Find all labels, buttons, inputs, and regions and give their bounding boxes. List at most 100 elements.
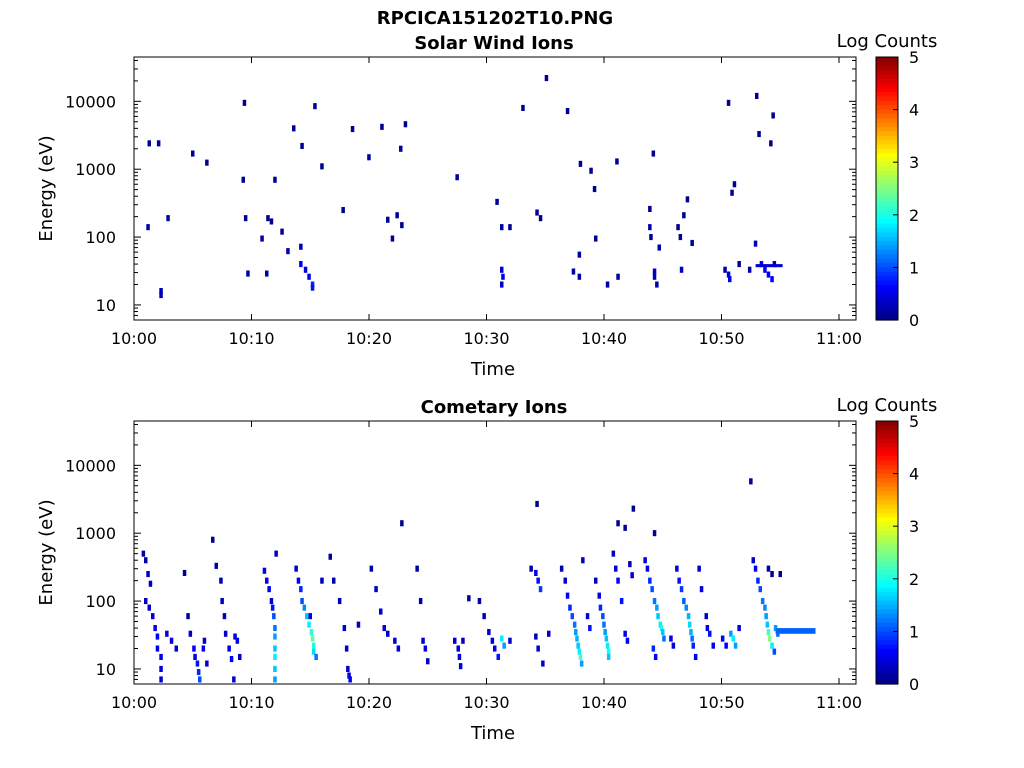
colorbar-tick-label: 0 <box>909 311 919 330</box>
data-cell <box>490 637 495 644</box>
colorbar-segment <box>876 530 898 536</box>
data-cell <box>233 633 237 640</box>
data-cell <box>730 189 734 196</box>
data-cell <box>682 212 686 219</box>
data-cell <box>273 645 277 652</box>
data-cell <box>625 637 630 644</box>
data-cell <box>232 676 236 683</box>
data-cell <box>273 176 277 183</box>
data-cell <box>770 571 774 578</box>
colorbar-tick-label: 3 <box>909 517 919 536</box>
colorbar-segment <box>876 184 898 190</box>
data-cell <box>396 645 401 652</box>
x-axis-label: Time <box>470 723 515 744</box>
colorbar-segment <box>876 267 898 273</box>
data-cell <box>159 676 163 683</box>
data-cell <box>455 174 459 181</box>
data-cell <box>749 478 753 485</box>
data-cell <box>155 645 160 652</box>
data-cell <box>159 288 163 295</box>
data-cell <box>307 273 311 280</box>
colorbar-segment <box>876 263 898 268</box>
colorbar-segment <box>876 140 898 146</box>
colorbar-segment <box>876 157 898 163</box>
data-cell <box>273 676 277 683</box>
data-cell <box>649 234 653 241</box>
data-cell <box>538 215 543 222</box>
colorbar-segment <box>876 232 898 238</box>
data-cell <box>222 613 227 620</box>
data-cell <box>156 140 161 147</box>
data-cell <box>320 577 324 584</box>
data-cell <box>652 598 657 605</box>
colorbar-segment <box>876 644 898 650</box>
colorbar-segment <box>876 622 898 628</box>
data-cell <box>296 577 301 584</box>
data-cell <box>651 645 656 652</box>
data-cell <box>592 186 597 193</box>
figure-title: RPCICA151202T10.PNG <box>377 8 613 29</box>
data-cell <box>227 645 231 652</box>
data-cell <box>602 621 606 628</box>
x-tick-label: 10:50 <box>698 693 744 712</box>
colorbar-segment <box>876 201 898 207</box>
colorbar-tick-label: 1 <box>909 622 919 641</box>
data-cell <box>763 604 767 611</box>
data-cell <box>728 276 732 283</box>
colorbar-segment <box>876 570 898 576</box>
data-cell <box>631 505 636 512</box>
x-tick-label: 10:20 <box>346 693 392 712</box>
data-cell <box>415 565 419 572</box>
colorbar-segment <box>876 179 898 185</box>
data-cell <box>165 630 169 637</box>
data-cell <box>496 653 500 660</box>
data-cell <box>563 577 567 584</box>
colorbar-segment <box>876 657 898 663</box>
colorbar-segment <box>876 513 898 519</box>
data-cell <box>386 216 390 223</box>
data-cell <box>648 205 652 212</box>
data-cell <box>773 625 778 632</box>
data-cell <box>676 224 680 231</box>
data-cell <box>536 577 540 584</box>
data-cell <box>300 142 304 149</box>
data-cell <box>144 598 148 605</box>
colorbar-segment <box>876 548 898 554</box>
data-cell <box>477 598 482 605</box>
colorbar-segment <box>876 495 898 501</box>
colorbar-segment <box>876 271 898 277</box>
data-cell <box>697 565 701 572</box>
data-cell <box>500 281 504 288</box>
data-cell <box>241 176 245 183</box>
data-cell <box>766 271 771 278</box>
colorbar-segment <box>876 591 898 597</box>
data-cell <box>350 126 355 133</box>
data-cell <box>457 653 462 660</box>
x-tick-label: 10:20 <box>346 329 392 348</box>
data-cell <box>174 645 178 652</box>
data-cell <box>344 645 349 652</box>
data-cell <box>332 577 336 584</box>
data-cell <box>151 613 155 620</box>
colorbar-segment <box>876 421 898 426</box>
data-cell <box>267 586 271 593</box>
y-axis-label: Energy (eV) <box>36 499 57 605</box>
data-cell <box>759 261 764 268</box>
data-cell <box>689 629 693 636</box>
colorbar-segment <box>876 170 898 176</box>
data-cell <box>747 266 752 273</box>
data-cell <box>341 207 345 214</box>
data-cell <box>733 642 738 649</box>
data-cell <box>616 577 620 584</box>
data-cell <box>662 635 666 642</box>
y-tick-label: 10 <box>96 660 116 679</box>
colorbar-segment <box>876 631 898 637</box>
panel-title: Solar Wind Ions <box>414 33 573 54</box>
data-cell <box>693 653 698 660</box>
data-cell <box>367 154 371 161</box>
colorbar-segment <box>876 206 898 212</box>
colorbar-segment <box>876 499 898 505</box>
colorbar-segment <box>876 298 898 304</box>
data-cell <box>393 637 397 644</box>
data-cell <box>765 621 770 628</box>
